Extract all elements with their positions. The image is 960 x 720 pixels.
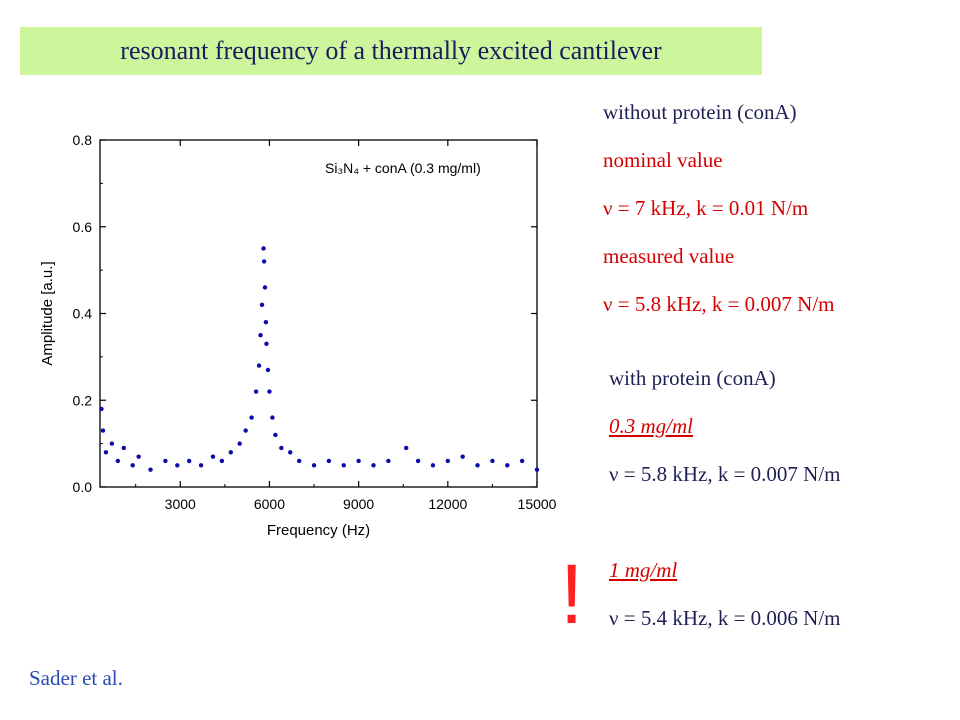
data-point xyxy=(371,463,376,468)
concentration-1: 0.3 mg/ml xyxy=(609,414,693,438)
legend-text: Si₃N₄ + conA (0.3 mg/ml) xyxy=(325,160,481,176)
measured-value-label: measured value xyxy=(603,244,735,268)
concentration-1-value: ν = 5.8 kHz, k = 0.007 N/m xyxy=(609,462,841,486)
concentration-2-value: ν = 5.4 kHz, k = 0.006 N/m xyxy=(609,606,841,630)
data-point xyxy=(243,428,248,433)
without-protein-header: without protein (conA) xyxy=(603,100,797,124)
data-point xyxy=(115,458,121,464)
data-point xyxy=(198,463,204,468)
data-point xyxy=(534,467,540,472)
y-axis-label: Amplitude [a.u.] xyxy=(39,261,56,365)
data-point xyxy=(519,458,525,464)
x-tick-label: 6000 xyxy=(254,496,285,512)
data-point xyxy=(258,332,263,338)
data-point xyxy=(259,302,265,308)
data-point xyxy=(475,463,480,468)
data-point xyxy=(415,458,421,464)
data-point xyxy=(219,458,225,464)
data-point xyxy=(121,445,126,451)
data-point xyxy=(311,463,317,468)
data-point xyxy=(430,463,436,468)
y-tick-label: 0.0 xyxy=(73,479,93,495)
data-point xyxy=(175,463,180,468)
data-point xyxy=(386,458,391,464)
data-point xyxy=(270,415,275,420)
data-point xyxy=(326,458,332,464)
x-axis-label: Frequency (Hz) xyxy=(267,522,370,539)
data-point xyxy=(99,406,104,412)
data-point xyxy=(403,445,409,451)
y-tick-label: 0.2 xyxy=(73,392,93,408)
nominal-value-text: ν = 7 kHz, k = 0.01 N/m xyxy=(603,196,809,220)
title-banner: resonant frequency of a thermally excite… xyxy=(20,27,762,75)
data-point xyxy=(130,463,135,468)
data-point xyxy=(279,445,284,451)
data-point xyxy=(256,363,262,368)
data-point xyxy=(445,458,451,464)
data-point xyxy=(265,367,271,373)
citation: Sader et al. xyxy=(29,666,123,690)
y-tick-label: 0.6 xyxy=(73,219,93,235)
data-point xyxy=(186,458,192,464)
data-point xyxy=(109,441,115,446)
data-point xyxy=(460,454,465,459)
x-tick-label: 3000 xyxy=(165,496,196,512)
data-point xyxy=(273,432,278,438)
data-point xyxy=(261,246,266,251)
data-point xyxy=(103,450,109,455)
plot-frame xyxy=(99,139,538,488)
with-protein-header: with protein (conA) xyxy=(609,366,776,390)
data-point xyxy=(249,415,254,420)
exclamation-mark: ! xyxy=(560,547,584,641)
data-point xyxy=(296,458,302,464)
data-point xyxy=(148,467,153,472)
x-tick-label: 12000 xyxy=(428,496,467,512)
data-point xyxy=(253,389,259,394)
x-tick-label: 15000 xyxy=(518,496,557,512)
page-title: resonant frequency of a thermally excite… xyxy=(120,36,662,65)
data-point xyxy=(267,389,272,394)
data-point xyxy=(288,450,293,455)
data-point xyxy=(136,454,141,459)
data-point xyxy=(264,341,269,347)
data-point xyxy=(262,285,268,290)
data-point xyxy=(490,458,495,464)
data-point xyxy=(100,428,106,433)
data-point xyxy=(356,458,361,464)
data-point xyxy=(341,463,346,468)
concentration-2: 1 mg/ml xyxy=(609,558,678,582)
data-point xyxy=(228,450,234,455)
x-tick-label: 9000 xyxy=(343,496,374,512)
data-point xyxy=(237,441,242,446)
data-point xyxy=(505,463,510,468)
y-tick-label: 0.8 xyxy=(73,132,93,148)
y-tick-label: 0.4 xyxy=(73,306,93,322)
measured-value-text: ν = 5.8 kHz, k = 0.007 N/m xyxy=(603,292,835,316)
data-point xyxy=(263,319,269,325)
data-point xyxy=(163,458,168,464)
data-point xyxy=(210,454,216,459)
data-point xyxy=(261,259,267,264)
nominal-value-label: nominal value xyxy=(603,148,723,172)
